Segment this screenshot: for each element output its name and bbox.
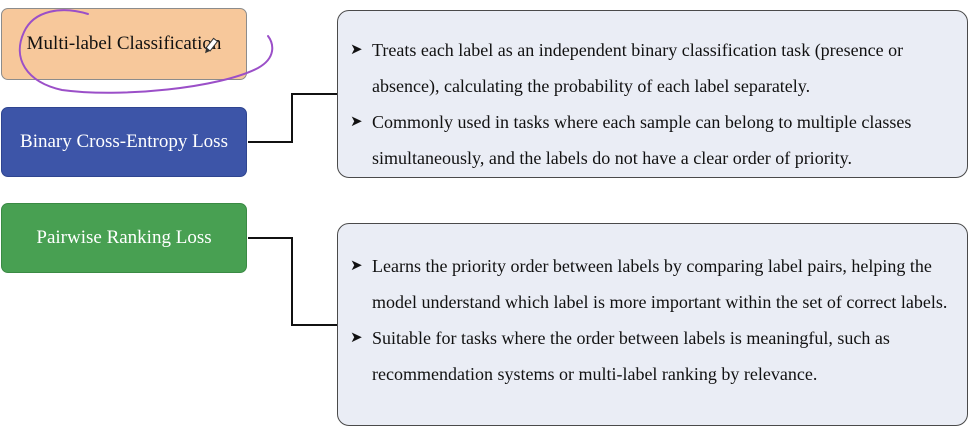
arrow-bullet-icon: ➤ (350, 42, 363, 58)
pairwise-description-panel: ➤ Learns the priority order between labe… (337, 223, 968, 426)
method-box-bce: Binary Cross-Entropy Loss (1, 107, 247, 177)
method-box-pairwise-label: Pairwise Ranking Loss (36, 227, 212, 248)
pairwise-bullet-2-text: Suitable for tasks where the order betwe… (372, 328, 890, 384)
title-box-label: Multi-label Classification (26, 33, 222, 54)
arrow-bullet-icon: ➤ (350, 330, 363, 346)
bce-bullet-2: ➤ Commonly used in tasks where each samp… (350, 104, 957, 176)
connector-bce (248, 93, 337, 143)
pairwise-bullet-1: ➤ Learns the priority order between labe… (350, 248, 957, 320)
arrow-bullet-icon: ➤ (350, 114, 363, 130)
connector-pairwise (248, 237, 337, 326)
pairwise-bullet-1-text: Learns the priority order between labels… (372, 256, 948, 312)
bce-description-panel: ➤ Treats each label as an independent bi… (337, 10, 968, 178)
title-box: Multi-label Classification (1, 8, 247, 80)
pairwise-bullet-2: ➤ Suitable for tasks where the order bet… (350, 320, 957, 392)
arrow-bullet-icon: ➤ (350, 258, 363, 274)
bce-bullet-1-text: Treats each label as an independent bina… (372, 40, 904, 96)
method-box-bce-label: Binary Cross-Entropy Loss (20, 131, 228, 152)
bce-bullet-2-text: Commonly used in tasks where each sample… (372, 112, 912, 168)
bce-bullet-1: ➤ Treats each label as an independent bi… (350, 32, 957, 104)
method-box-pairwise: Pairwise Ranking Loss (1, 203, 247, 273)
